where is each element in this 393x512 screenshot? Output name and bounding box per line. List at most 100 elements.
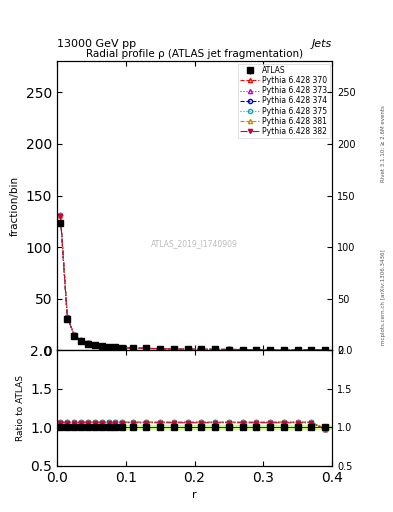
X-axis label: r: r	[192, 490, 197, 500]
Pythia 6.428 382	[65, 314, 70, 321]
Line: Pythia 6.428 373: Pythia 6.428 373	[58, 213, 327, 352]
Pythia 6.428 382	[144, 345, 149, 351]
Pythia 6.428 382	[226, 347, 231, 353]
Pythia 6.428 382	[106, 344, 111, 350]
Pythia 6.428 381	[99, 343, 104, 349]
Pythia 6.428 374	[58, 212, 63, 218]
Pythia 6.428 382	[120, 345, 125, 351]
Pythia 6.428 382	[72, 332, 77, 338]
Pythia 6.428 382	[281, 347, 286, 353]
Pythia 6.428 373	[79, 337, 83, 344]
Pythia 6.428 370	[281, 347, 286, 353]
Pythia 6.428 370	[309, 347, 314, 353]
Pythia 6.428 373	[144, 345, 149, 351]
Pythia 6.428 375	[254, 347, 259, 353]
Pythia 6.428 381	[323, 347, 328, 353]
Pythia 6.428 375	[65, 314, 70, 321]
Pythia 6.428 375	[226, 347, 231, 353]
Pythia 6.428 375	[185, 346, 190, 352]
Pythia 6.428 382	[92, 342, 97, 348]
Pythia 6.428 373	[199, 346, 204, 352]
Pythia 6.428 373	[72, 332, 77, 338]
Pythia 6.428 381	[268, 347, 272, 353]
Pythia 6.428 382	[323, 347, 328, 353]
Pythia 6.428 373	[113, 344, 118, 350]
Pythia 6.428 381	[213, 346, 218, 352]
Line: Pythia 6.428 381: Pythia 6.428 381	[58, 213, 327, 352]
Line: Pythia 6.428 374: Pythia 6.428 374	[58, 213, 327, 352]
Pythia 6.428 373	[254, 347, 259, 353]
Pythia 6.428 373	[99, 343, 104, 349]
Pythia 6.428 374	[158, 346, 163, 352]
Y-axis label: Ratio to ATLAS: Ratio to ATLAS	[16, 375, 25, 441]
Pythia 6.428 375	[92, 342, 97, 348]
Pythia 6.428 373	[281, 347, 286, 353]
Line: Pythia 6.428 375: Pythia 6.428 375	[58, 213, 327, 352]
Pythia 6.428 381	[254, 347, 259, 353]
Pythia 6.428 373	[120, 345, 125, 351]
Pythia 6.428 370	[79, 337, 83, 344]
Pythia 6.428 373	[171, 346, 176, 352]
Pythia 6.428 374	[185, 346, 190, 352]
Pythia 6.428 370	[185, 346, 190, 352]
Pythia 6.428 375	[72, 332, 77, 338]
Pythia 6.428 370	[65, 314, 70, 321]
Pythia 6.428 370	[92, 342, 97, 348]
Pythia 6.428 375	[86, 340, 90, 346]
Pythia 6.428 382	[199, 346, 204, 352]
Pythia 6.428 381	[130, 345, 135, 351]
Pythia 6.428 375	[79, 337, 83, 344]
Pythia 6.428 373	[86, 340, 90, 346]
Pythia 6.428 375	[213, 346, 218, 352]
Pythia 6.428 370	[106, 344, 111, 350]
Pythia 6.428 382	[86, 340, 90, 346]
Pythia 6.428 373	[58, 212, 63, 218]
Pythia 6.428 381	[86, 340, 90, 346]
Pythia 6.428 381	[309, 347, 314, 353]
Pythia 6.428 382	[295, 347, 300, 353]
Pythia 6.428 382	[130, 345, 135, 351]
Pythia 6.428 375	[58, 212, 63, 218]
Pythia 6.428 381	[144, 345, 149, 351]
Pythia 6.428 381	[72, 332, 77, 338]
Pythia 6.428 374	[106, 344, 111, 350]
Pythia 6.428 370	[268, 347, 272, 353]
Text: 13000 GeV pp: 13000 GeV pp	[57, 38, 136, 49]
Pythia 6.428 373	[295, 347, 300, 353]
Text: Rivet 3.1.10; ≥ 2.6M events: Rivet 3.1.10; ≥ 2.6M events	[381, 105, 386, 182]
Pythia 6.428 374	[99, 343, 104, 349]
Pythia 6.428 381	[92, 342, 97, 348]
Pythia 6.428 382	[254, 347, 259, 353]
Pythia 6.428 375	[295, 347, 300, 353]
Pythia 6.428 373	[226, 347, 231, 353]
Pythia 6.428 370	[58, 212, 63, 218]
Text: mcplots.cern.ch [arXiv:1306.3436]: mcplots.cern.ch [arXiv:1306.3436]	[381, 249, 386, 345]
Pythia 6.428 382	[58, 213, 63, 219]
Pythia 6.428 373	[268, 347, 272, 353]
Pythia 6.428 370	[199, 346, 204, 352]
Pythia 6.428 373	[65, 314, 70, 321]
Pythia 6.428 375	[130, 345, 135, 351]
Pythia 6.428 374	[309, 347, 314, 353]
Pythia 6.428 381	[120, 345, 125, 351]
Pythia 6.428 370	[99, 343, 104, 349]
Pythia 6.428 374	[79, 337, 83, 344]
Pythia 6.428 375	[241, 347, 245, 353]
Legend: ATLAS, Pythia 6.428 370, Pythia 6.428 373, Pythia 6.428 374, Pythia 6.428 375, P: ATLAS, Pythia 6.428 370, Pythia 6.428 37…	[238, 63, 330, 138]
Pythia 6.428 381	[106, 344, 111, 350]
Pythia 6.428 382	[268, 347, 272, 353]
Pythia 6.428 374	[92, 342, 97, 348]
Pythia 6.428 382	[185, 346, 190, 352]
Pythia 6.428 373	[323, 347, 328, 353]
Pythia 6.428 370	[226, 347, 231, 353]
Pythia 6.428 382	[113, 344, 118, 350]
Pythia 6.428 382	[158, 346, 163, 352]
Pythia 6.428 370	[213, 346, 218, 352]
Pythia 6.428 374	[199, 346, 204, 352]
Pythia 6.428 375	[144, 345, 149, 351]
Pythia 6.428 382	[79, 337, 83, 344]
Pythia 6.428 374	[130, 345, 135, 351]
Line: Pythia 6.428 370: Pythia 6.428 370	[58, 213, 327, 352]
Pythia 6.428 382	[171, 346, 176, 352]
Pythia 6.428 370	[254, 347, 259, 353]
